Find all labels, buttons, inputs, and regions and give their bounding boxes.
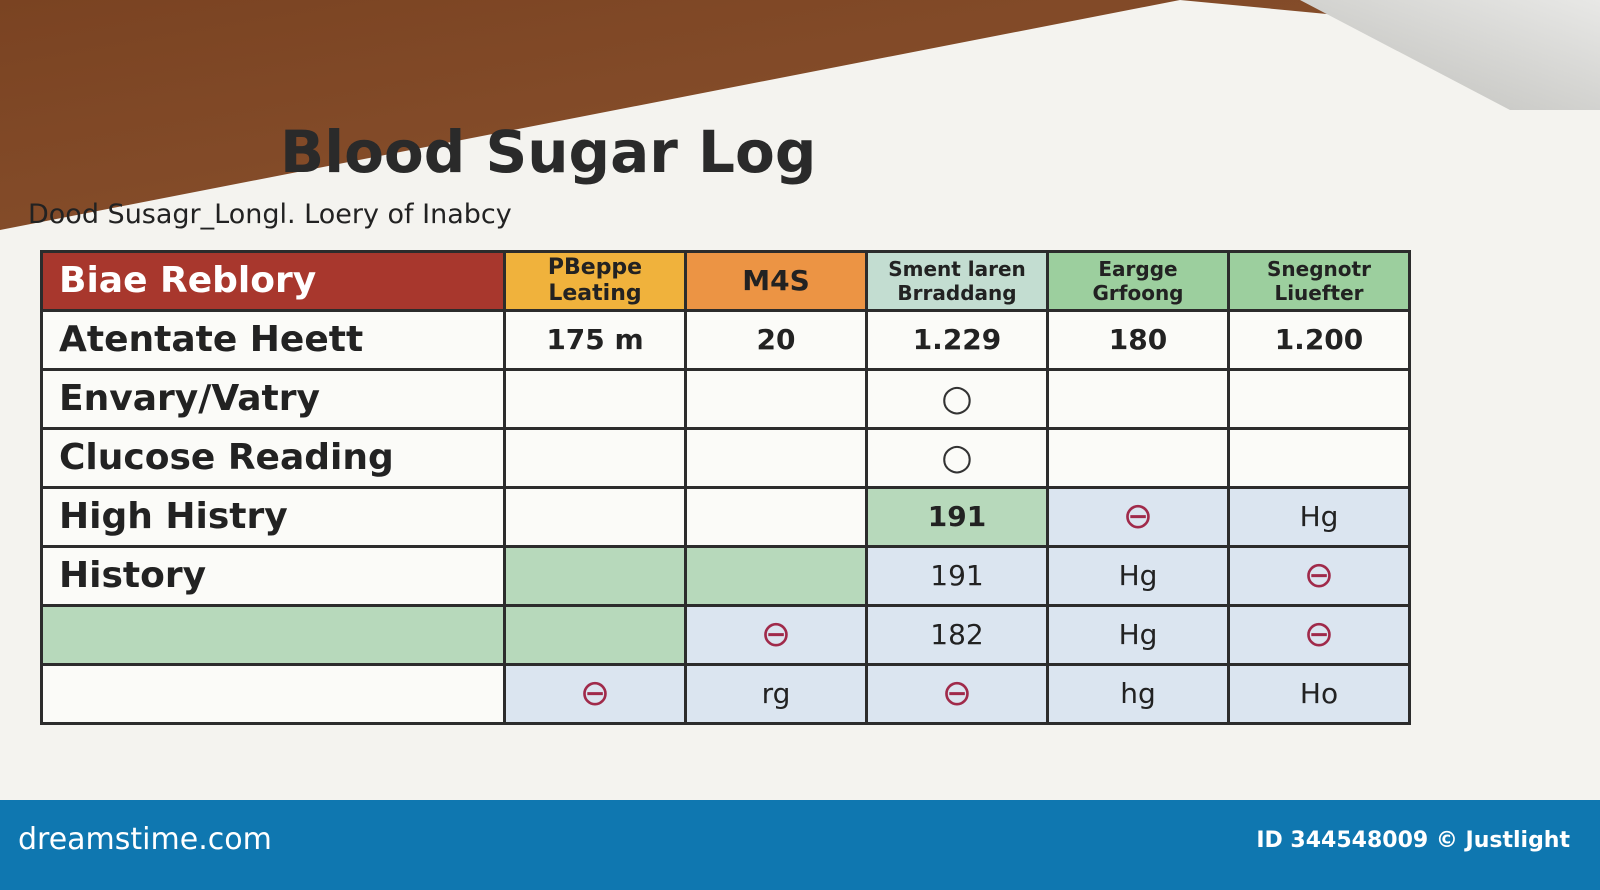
table-cell	[503, 604, 687, 666]
table-row: ⊖ rg ⊖ hg Ho	[40, 663, 1411, 725]
table-cell	[503, 486, 687, 548]
table-cell	[684, 545, 868, 607]
document-subtitle: Dood Susagr_Longl. Loery of Inabcy	[28, 199, 512, 230]
table-row: Clucose Reading ○	[40, 427, 1411, 489]
table-cell: ⊖	[865, 663, 1049, 725]
table-row: Atentate Heett 175 m 20 1.229 180 1.200	[40, 309, 1411, 371]
document-title: Blood Sugar Log	[280, 118, 817, 186]
table-cell	[684, 486, 868, 548]
table-cell: hg	[1046, 663, 1230, 725]
log-table: Biae Reblory PBeppe Leating M4S Sment la…	[40, 250, 1411, 725]
table-cell	[503, 368, 687, 430]
row-label: History	[40, 545, 506, 607]
table-row: ⊖ 182 Hg ⊖	[40, 604, 1411, 666]
image-credit: ID 344548009 © Justlight	[1256, 828, 1570, 853]
table-cell: ⊖	[1227, 604, 1411, 666]
log-table-wrap: Biae Reblory PBeppe Leating M4S Sment la…	[40, 250, 1411, 725]
table-cell	[684, 427, 868, 489]
table-cell: 180	[1046, 309, 1230, 371]
row-label: High Histry	[40, 486, 506, 548]
table-cell: ○	[865, 427, 1049, 489]
row-label: Atentate Heett	[40, 309, 506, 371]
header-row: Biae Reblory PBeppe Leating M4S Sment la…	[40, 250, 1411, 312]
table-cell	[1046, 368, 1230, 430]
dreamstime-logo: dreamstime.com	[18, 822, 272, 857]
header-cell: Biae Reblory	[40, 250, 506, 312]
table-cell: 20	[684, 309, 868, 371]
table-cell	[1227, 427, 1411, 489]
table-row: History 191 Hg ⊖	[40, 545, 1411, 607]
table-cell: ⊖	[1046, 486, 1230, 548]
photo-scene: Blood Sugar Log Dood Susagr_Longl. Loery…	[0, 0, 1600, 800]
row-label: Clucose Reading	[40, 427, 506, 489]
row-label	[40, 604, 506, 666]
table-cell	[503, 427, 687, 489]
table-cell: 191	[865, 486, 1049, 548]
table-cell: 1.200	[1227, 309, 1411, 371]
header-cell: Sment laren Brraddang	[865, 250, 1049, 312]
table-row: High Histry 191 ⊖ Hg	[40, 486, 1411, 548]
table-cell: ⊖	[503, 663, 687, 725]
table-cell	[1046, 427, 1230, 489]
table-row: Envary/Vatry ○	[40, 368, 1411, 430]
watermark-banner: dreamstime.com ID 344548009 © Justlight	[0, 800, 1600, 890]
row-label	[40, 663, 506, 725]
row-label: Envary/Vatry	[40, 368, 506, 430]
header-cell: PBeppe Leating	[503, 250, 687, 312]
table-cell: ○	[865, 368, 1049, 430]
table-cell: ⊖	[1227, 545, 1411, 607]
table-cell: 1.229	[865, 309, 1049, 371]
table-cell: 191	[865, 545, 1049, 607]
table-cell: 175 m	[503, 309, 687, 371]
table-cell: Ho	[1227, 663, 1411, 725]
table-cell	[684, 368, 868, 430]
table-cell: Hg	[1227, 486, 1411, 548]
table-cell: ⊖	[684, 604, 868, 666]
header-cell: M4S	[684, 250, 868, 312]
table-cell	[1227, 368, 1411, 430]
header-cell: Eargge Grfoong	[1046, 250, 1230, 312]
table-cell	[503, 545, 687, 607]
table-cell: rg	[684, 663, 868, 725]
table-cell: 182	[865, 604, 1049, 666]
table-cell: Hg	[1046, 604, 1230, 666]
header-cell: Snegnotr Liuefter	[1227, 250, 1411, 312]
table-cell: Hg	[1046, 545, 1230, 607]
